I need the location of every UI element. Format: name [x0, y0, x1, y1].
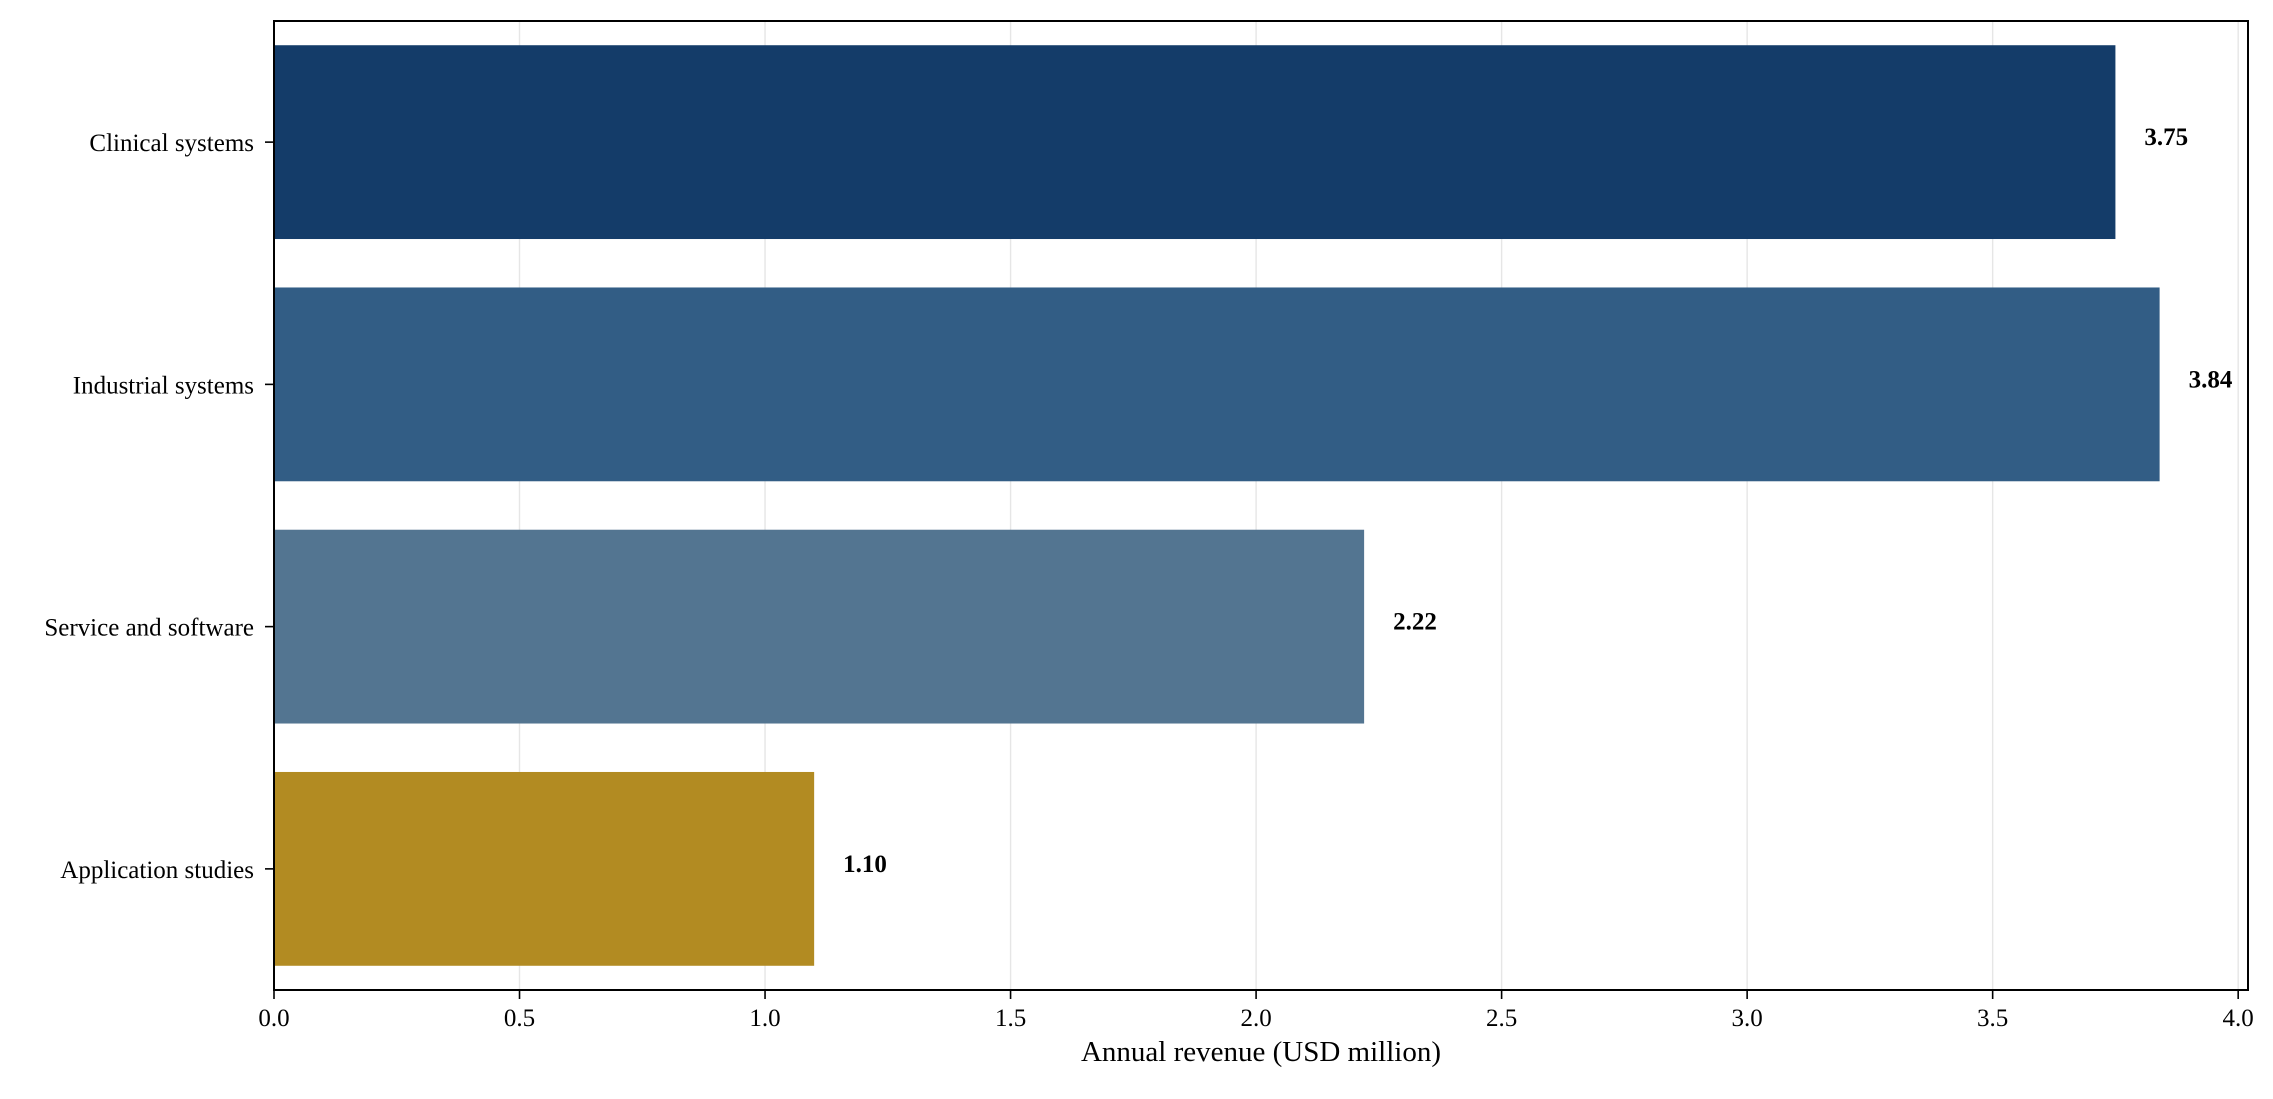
bar-application-studies — [274, 771, 815, 966]
tick-layer — [265, 141, 2239, 999]
label-layer: 0.0 0.5 1.0 1.5 2.0 2.5 3.0 3.5 4.0 Clinical syst… — [44, 124, 2253, 1032]
x-axis-title: Annual revenue (USD million) — [1081, 1036, 1441, 1068]
x-tick-label: 1.5 — [995, 1005, 1026, 1032]
category-label-application-studies: Application studies — [60, 857, 254, 884]
x-tick-label: 4.0 — [2223, 1005, 2254, 1032]
x-tick-label: 3.5 — [1977, 1005, 2008, 1032]
bar-industrial-systems — [274, 287, 2160, 482]
category-label-clinical-systems: Clinical systems — [89, 130, 254, 157]
bar-layer — [274, 45, 2160, 966]
value-label-clinical-systems: 3.75 — [2144, 124, 2188, 151]
bar-service-and-software — [274, 529, 1365, 724]
x-tick-label: 2.5 — [1486, 1005, 1517, 1032]
category-label-service-and-software: Service and software — [44, 615, 254, 642]
value-label-service-and-software: 2.22 — [1393, 609, 1437, 636]
x-tick-label: 3.0 — [1732, 1005, 1763, 1032]
x-tick-label: 2.0 — [1240, 1005, 1271, 1032]
value-label-industrial-systems: 3.84 — [2189, 366, 2233, 393]
category-label-industrial-systems: Industrial systems — [73, 372, 254, 399]
bar-clinical-systems — [274, 45, 2116, 240]
value-label-application-studies: 1.10 — [843, 851, 887, 878]
plot-frame — [273, 20, 2249, 991]
x-tick-label: 0.5 — [504, 1005, 535, 1032]
x-tick-label: 0.0 — [258, 1005, 289, 1032]
x-tick-label: 1.0 — [749, 1005, 780, 1032]
